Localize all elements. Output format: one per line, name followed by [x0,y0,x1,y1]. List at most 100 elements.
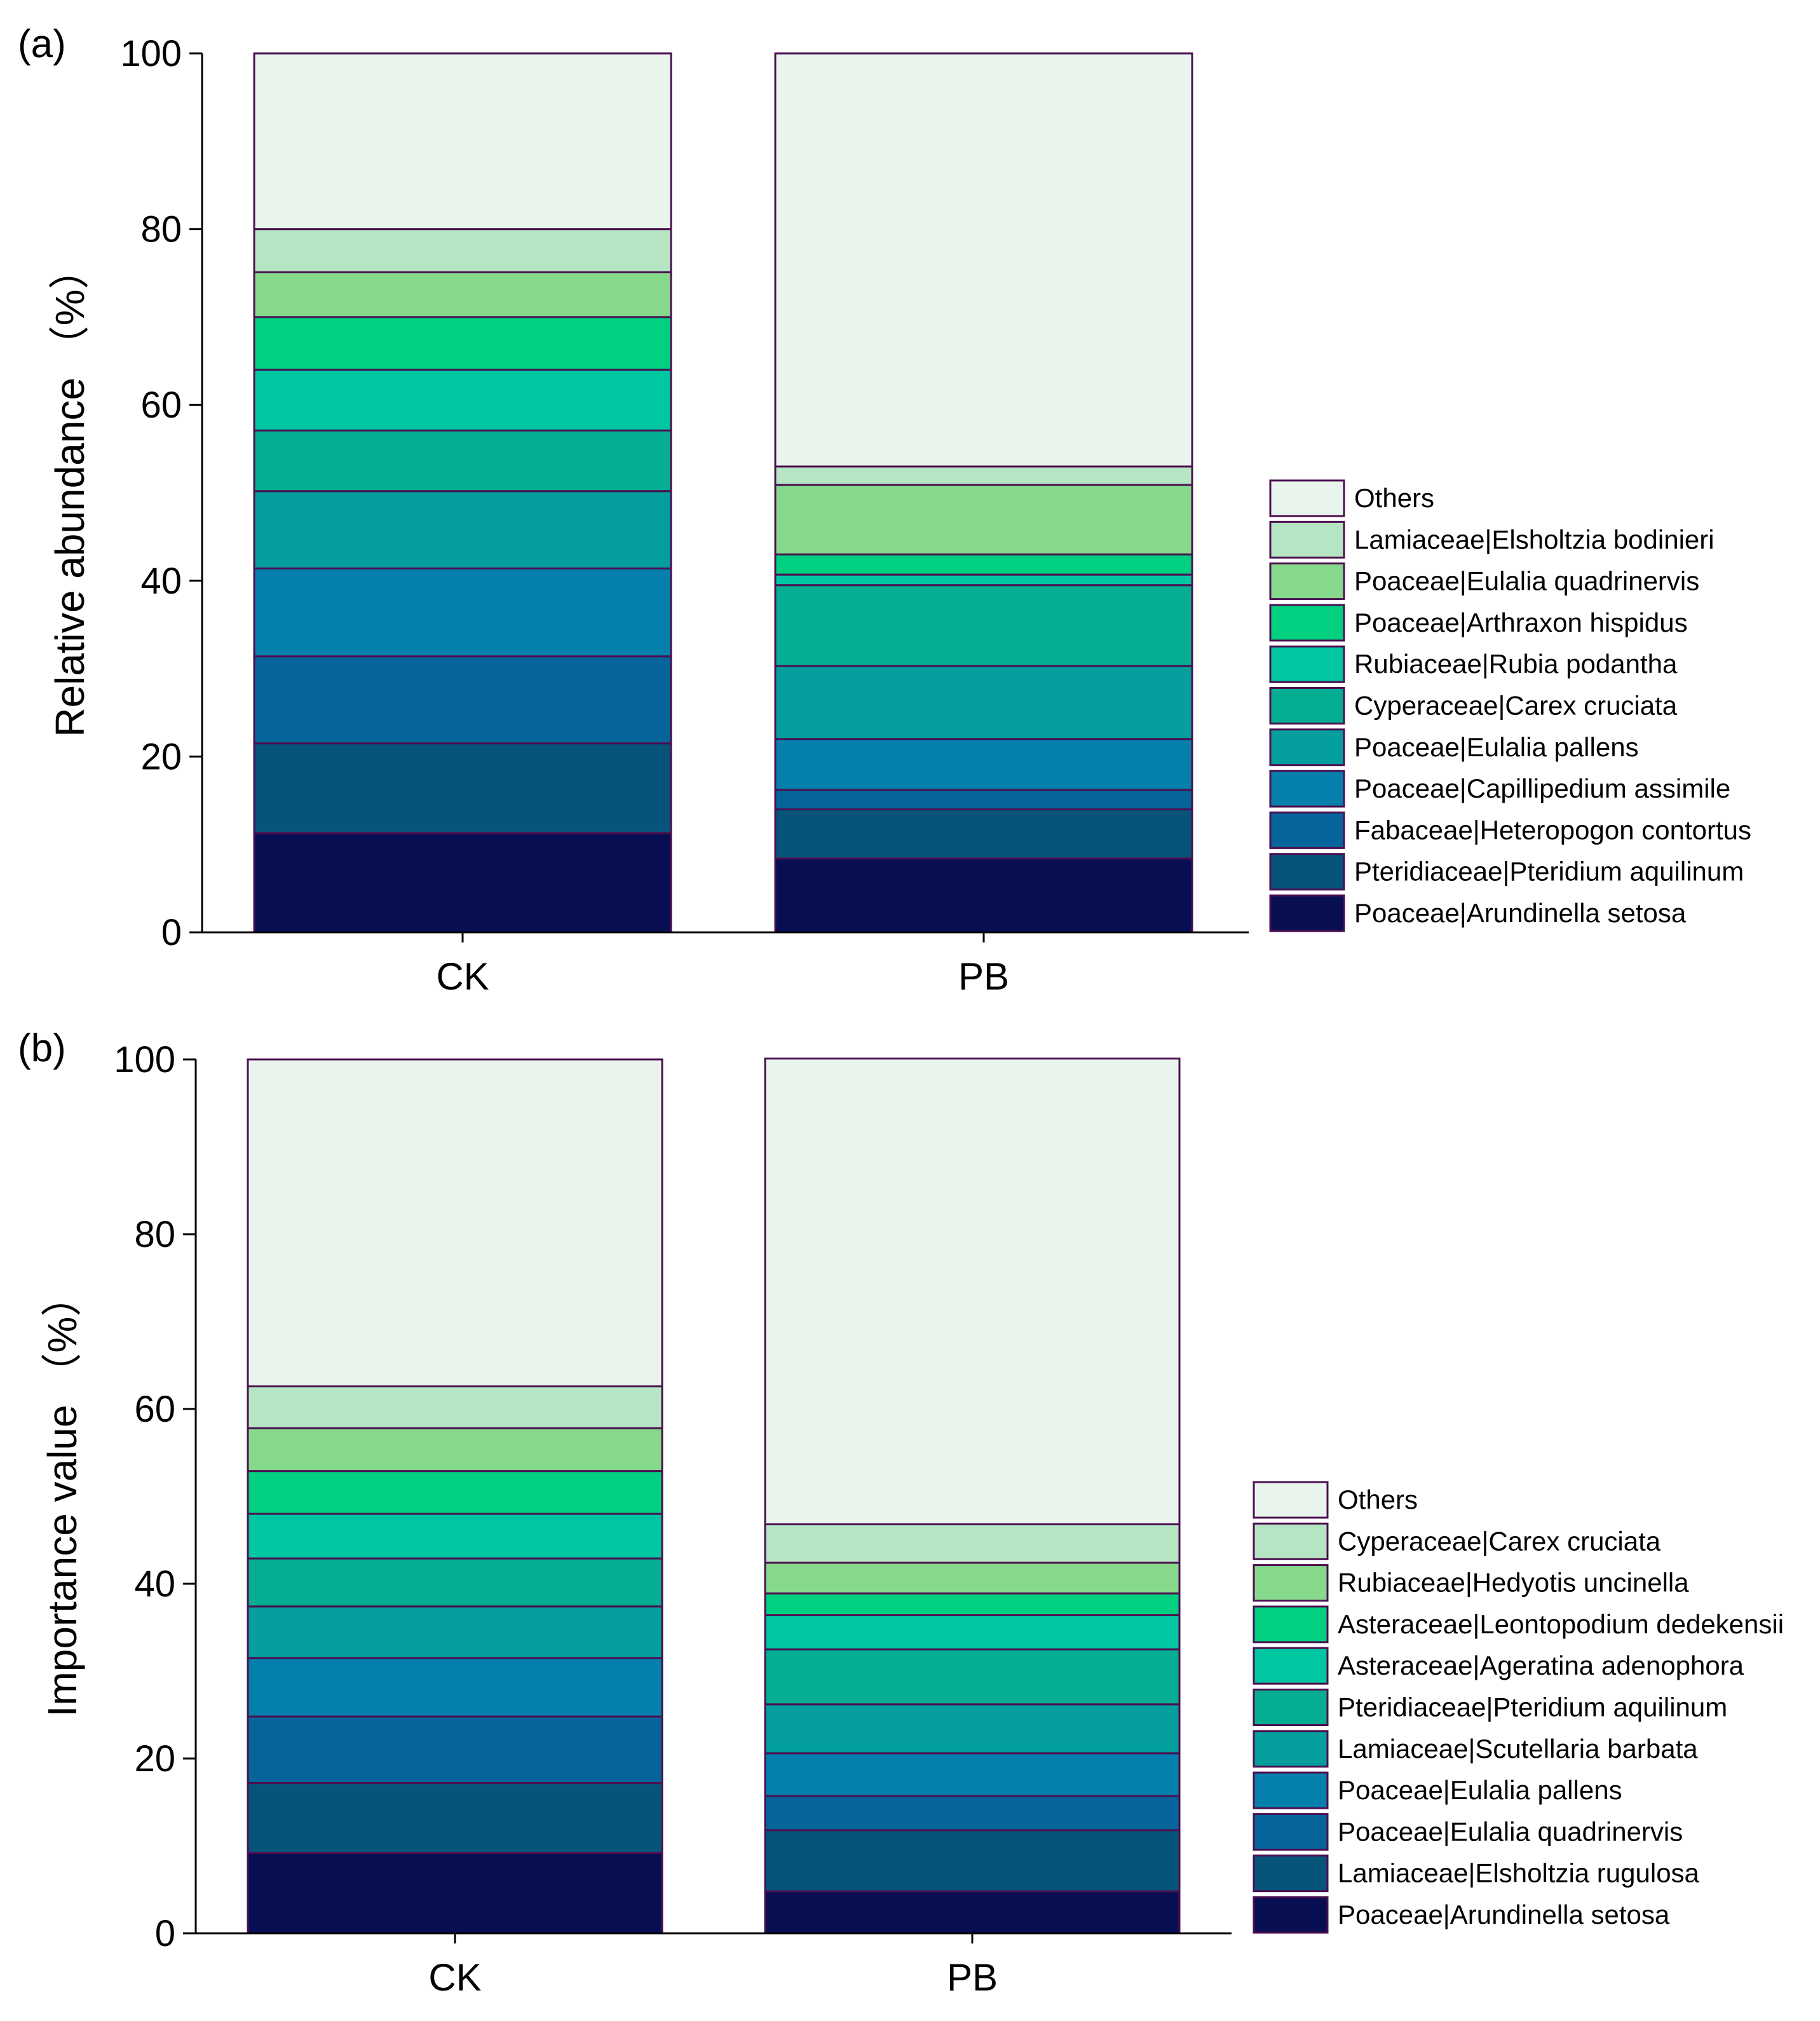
legend-label: Cyperaceae|Carex cruciata [1354,691,1678,721]
legend-swatch [1269,521,1345,559]
legend-label: Asteraceae|Ageratina adenophora [1338,1650,1744,1680]
legend-swatch [1253,1771,1329,1809]
bar-segment-pb-10 [764,1058,1181,1525]
y-tick-label: 100 [114,1039,175,1080]
legend-swatch [1253,1689,1329,1726]
y-tick-label: 40 [140,561,182,602]
bar-segment-ck-7 [253,316,672,371]
x-tick-label: PB [947,1956,998,1999]
legend-swatch [1269,687,1345,725]
bar-segment-ck-3 [253,567,672,658]
bar-segment-pb-2 [764,1795,1181,1832]
bar-segment-pb-2 [774,789,1193,810]
legend-label: Poaceae|Arthraxon hispidus [1354,608,1688,637]
legend-label: Others [1354,483,1434,513]
bar-segment-pb-3 [774,738,1193,791]
legend: Others Cyperaceae|Carex cruciata Rubiaceae… [1253,1481,1784,1934]
y-tick-label: 40 [134,1563,175,1605]
legend-label: Asteraceae|Leontopodium dedekensii [1338,1609,1784,1639]
bar-segment-ck-1 [253,742,672,834]
legend-label: Others [1338,1485,1418,1514]
chart-panel-b: (b) Importance value （%） CK PB 0 20 40 60 80 100 O… [18,1026,1784,1999]
legend-swatch [1253,1522,1329,1560]
chart-panel-a: (a) Relative abundance （%） CK PB 0 20 40 60 80 10… [18,22,1751,998]
legend: Others Lamiaceae|Elsholtzia bodinieri Poac… [1269,479,1751,932]
bar-segment-ck-1 [247,1782,663,1854]
bar-segment-ck-9 [253,228,672,273]
bar-segment-ck-6 [247,1513,663,1560]
bar-segment-pb-8 [774,484,1193,555]
y-axis-title: Relative abundance （%） [47,248,93,737]
bar-segment-ck-8 [247,1427,663,1473]
bar-segment-ck-3 [247,1657,663,1718]
bar-segment-ck-0 [253,832,672,934]
legend-swatch [1269,479,1345,517]
legend-label: Poaceae|Eulalia pallens [1338,1775,1622,1805]
legend-label: Poaceae|Eulalia pallens [1354,732,1639,762]
legend-swatch [1253,1730,1329,1768]
bar-segment-pb-8 [764,1562,1181,1595]
bar-segment-ck-9 [247,1385,663,1429]
bar-segment-ck-6 [253,369,672,432]
bar-segment-ck-10 [253,52,672,231]
bar-segment-ck-10 [247,1058,663,1387]
legend-label: Poaceae|Eulalia quadrinervis [1338,1816,1683,1846]
legend-swatch [1269,728,1345,766]
legend-swatch [1269,811,1345,849]
bar-segment-pb-5 [774,584,1193,667]
y-tick-label: 20 [134,1738,175,1779]
bar-segment-pb-9 [774,465,1193,486]
bar-segment-ck-7 [247,1470,663,1515]
legend-swatch [1269,894,1345,932]
legend-label: Pteridiaceae|Pteridium aquilinum [1338,1692,1727,1722]
bar-segment-pb-4 [774,665,1193,740]
y-tick-label: 0 [161,912,182,953]
legend-swatch [1253,1481,1329,1519]
bar-segment-ck-5 [253,429,672,493]
y-tick-label: 0 [155,1913,175,1954]
bar-segment-pb-7 [774,553,1193,576]
bar-segment-ck-4 [253,490,672,569]
panel-label: (b) [18,1026,66,1070]
legend-label: Poaceae|Eulalia quadrinervis [1354,566,1699,596]
legend-label: Pteridiaceae|Pteridium aquilinum [1354,857,1744,887]
bar-segment-ck-8 [253,271,672,318]
bar-segment-pb-6 [774,573,1193,587]
legend-swatch [1269,853,1345,891]
legend-label: Poaceae|Arundinella setosa [1338,1900,1670,1929]
legend-swatch [1269,645,1345,683]
bar-segment-pb-7 [764,1592,1181,1616]
y-tick-label: 80 [140,209,182,250]
bar-segment-pb-6 [764,1614,1181,1650]
legend-label: Lamiaceae|Elsholtzia rugulosa [1338,1858,1700,1888]
legend-label: Poaceae|Arundinella setosa [1354,898,1687,928]
bar-segment-pb-9 [764,1523,1181,1564]
legend-swatch [1253,1564,1329,1602]
legend-label: Rubiaceae|Hedyotis uncinella [1338,1568,1689,1598]
y-tick-label: 80 [134,1214,175,1255]
y-tick-label: 20 [140,736,182,777]
x-tick-label: PB [958,955,1009,998]
bar-segment-ck-2 [247,1715,663,1784]
legend-swatch [1269,604,1345,642]
y-tick-label: 60 [140,384,182,426]
bar-segment-pb-3 [764,1752,1181,1797]
legend-swatch [1253,1813,1329,1851]
legend-label: Cyperaceae|Carex cruciata [1338,1526,1661,1556]
legend-swatch [1253,1896,1329,1934]
bar-segment-ck-5 [247,1557,663,1608]
y-tick-label: 60 [134,1389,175,1430]
legend-swatch [1269,770,1345,808]
bar-segment-pb-0 [764,1890,1181,1935]
legend-label: Lamiaceae|Scutellaria barbata [1338,1734,1698,1764]
panel-label: (a) [18,22,66,66]
legend-label: Rubiaceae|Rubia podantha [1354,649,1678,679]
bar-segment-ck-2 [253,655,672,745]
x-tick-label: CK [428,1956,481,1999]
y-axis-title: Importance value （%） [39,1276,85,1717]
y-tick-label: 100 [120,33,182,74]
bar-segment-ck-0 [247,1852,663,1935]
bar-segment-pb-0 [774,857,1193,934]
bar-segment-pb-5 [764,1648,1181,1706]
